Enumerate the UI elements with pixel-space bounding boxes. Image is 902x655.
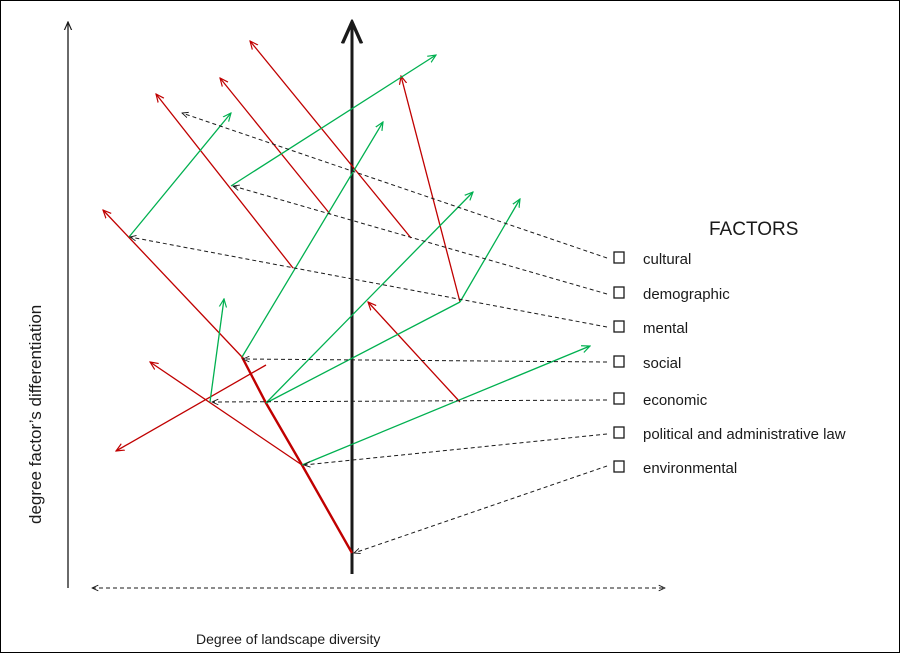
- connector-mental: [130, 237, 608, 328]
- x-axis-title: Degree of landscape diversity: [196, 631, 380, 647]
- connector-political: [304, 433, 608, 465]
- factor-label: social: [643, 355, 681, 372]
- factor-label: environmental: [643, 460, 737, 477]
- connector-environmental: [354, 465, 608, 553]
- y-axis-title: degree factor’s differentiation: [26, 305, 45, 524]
- factor-label: economic: [643, 392, 708, 409]
- red-branch: [250, 41, 412, 239]
- factor-item-demographic: demographic: [613, 286, 730, 303]
- red-branch: [220, 78, 331, 215]
- factor-item-environmental: environmental: [613, 460, 737, 477]
- factor-label: political and administrative law: [643, 426, 846, 443]
- factors-heading: FACTORS: [709, 219, 798, 240]
- connector-economic: [212, 400, 608, 402]
- red-main-stem: [240, 356, 354, 554]
- red-branches: [103, 41, 461, 466]
- factor-item-economic: economic: [613, 392, 708, 409]
- factor-connectors: [130, 113, 608, 553]
- red-branch: [116, 364, 267, 451]
- green-branch: [459, 199, 520, 303]
- green-branch: [265, 192, 473, 404]
- factor-item-social: social: [613, 355, 681, 372]
- checkbox-icon: [613, 460, 625, 473]
- green-branches: [128, 55, 590, 466]
- factor-label: mental: [643, 320, 688, 337]
- green-branch: [209, 299, 224, 403]
- connector-social: [243, 359, 608, 363]
- green-branch: [265, 301, 461, 404]
- factor-item-political: political and administrative law: [613, 426, 846, 443]
- checkbox-icon: [613, 355, 625, 368]
- factor-item-mental: mental: [613, 320, 688, 337]
- red-branch: [103, 210, 243, 358]
- green-branch: [128, 113, 231, 238]
- factor-label: cultural: [643, 251, 691, 268]
- checkbox-icon: [613, 320, 625, 333]
- connector-cultural: [182, 113, 608, 259]
- red-branch: [401, 76, 461, 303]
- red-branch: [156, 94, 294, 269]
- factor-label: demographic: [643, 286, 730, 303]
- connector-demographic: [233, 186, 608, 295]
- green-branch: [301, 346, 590, 466]
- red-branch: [150, 362, 303, 466]
- checkbox-icon: [613, 251, 625, 264]
- checkbox-icon: [613, 426, 625, 439]
- checkbox-icon: [613, 286, 625, 299]
- red-branch: [368, 302, 461, 403]
- factor-item-cultural: cultural: [613, 251, 691, 268]
- checkbox-icon: [613, 392, 625, 405]
- green-branch: [241, 122, 383, 358]
- green-branch: [230, 55, 436, 187]
